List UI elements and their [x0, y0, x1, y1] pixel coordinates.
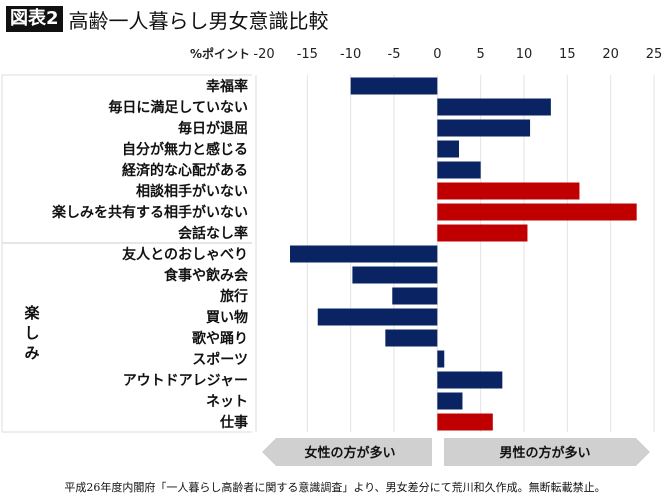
category-label: 旅行	[220, 288, 248, 305]
bar	[352, 266, 438, 284]
bar	[437, 350, 445, 368]
bar	[437, 371, 503, 389]
category-label: スポーツ	[192, 351, 248, 368]
arrow-right-label: 男性の方が多い	[499, 445, 590, 461]
bar	[437, 224, 528, 242]
figure-badge: 図表2	[6, 6, 63, 32]
x-tick-label: -5	[388, 47, 401, 62]
chart-title: 図表2 高齢一人暮らし男女意識比較	[6, 4, 329, 34]
bar	[437, 413, 493, 431]
bar	[392, 287, 438, 305]
bar	[437, 119, 531, 137]
arrow-left	[262, 438, 432, 466]
category-label: 毎日が退屈	[178, 120, 248, 137]
bar	[437, 182, 580, 200]
bar	[317, 308, 438, 326]
category-label: 友人とのおしゃべり	[122, 246, 248, 263]
bar	[437, 98, 551, 116]
x-tick-label: -20	[253, 47, 274, 62]
category-label: 歌や踊り	[192, 330, 248, 347]
x-tick-label: -10	[340, 47, 361, 62]
bar	[437, 392, 463, 410]
category-label: 楽しみを共有する相手がいない	[51, 204, 248, 221]
category-label: アウトドアレジャー	[123, 373, 248, 389]
bar	[437, 161, 481, 179]
unit-label: %ポイント	[190, 46, 250, 61]
category-label: ネット	[206, 394, 248, 410]
category-label: 仕事	[219, 414, 248, 431]
bar	[350, 77, 438, 95]
source-note: 平成26年度内閣府「一人暮らし高齢者に関する意識調査」より、男女差分にて荒川和久…	[64, 481, 606, 494]
category-label: 食事や飲み会	[164, 267, 249, 284]
arrow-right	[444, 438, 650, 466]
x-tick-label: 25	[646, 47, 663, 62]
bar	[437, 203, 637, 221]
category-label: 相談相手がいない	[136, 183, 248, 200]
bar	[290, 245, 438, 263]
bar	[385, 329, 438, 347]
bar	[437, 140, 459, 158]
x-tick-label: 20	[602, 47, 619, 62]
x-tick-label: 10	[516, 47, 533, 62]
group-label-char: し	[24, 324, 39, 342]
x-tick-label: 5	[477, 47, 485, 62]
x-tick-label: -15	[297, 47, 318, 62]
x-tick-label: 15	[559, 47, 576, 62]
group-label-char: 楽	[24, 304, 40, 322]
category-label: 買い物	[206, 309, 248, 326]
category-label: 経済的な心配がある	[122, 162, 248, 179]
category-label: 幸福率	[206, 78, 248, 95]
group-label-char: み	[24, 344, 39, 362]
title-text: 高齢一人暮らし男女意識比較	[68, 8, 329, 33]
x-tick-label: 0	[433, 47, 441, 62]
category-label: 毎日に満足していない	[108, 99, 248, 116]
category-label: 自分が無力と感じる	[122, 141, 248, 158]
arrow-left-label: 女性の方が多い	[304, 445, 395, 461]
category-label: 会話なし率	[178, 225, 248, 242]
